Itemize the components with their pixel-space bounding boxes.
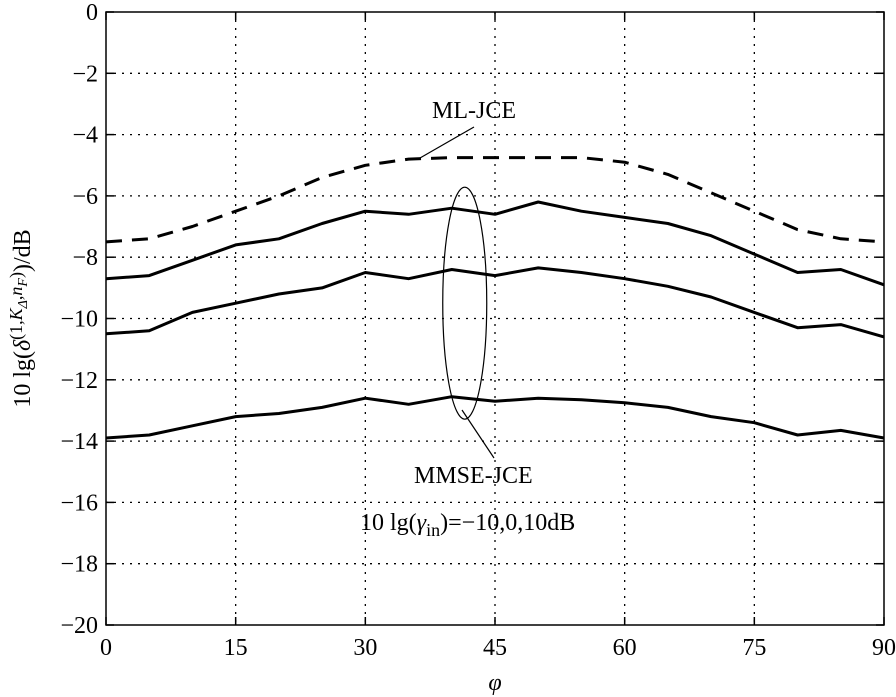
x-tick-label: 30 xyxy=(353,635,377,661)
y-tick-labels: 0 −2 −4 −6 −8 −10 −12 −14 −16 −18 −20 xyxy=(60,0,98,639)
y-tick-label: −14 xyxy=(60,429,98,455)
ml-leader-line xyxy=(419,126,475,159)
snr-label: 10 lg(γin)=−10,0,10dB xyxy=(360,510,575,540)
x-tick-label: 60 xyxy=(613,635,637,661)
x-tick-label: 75 xyxy=(742,635,766,661)
y-tick-label: −18 xyxy=(60,552,98,578)
y-tick-label: −12 xyxy=(60,368,98,394)
grid xyxy=(106,12,884,625)
series-layer xyxy=(105,156,885,440)
y-tick-label: −6 xyxy=(72,184,98,210)
x-tick-label: 45 xyxy=(483,635,507,661)
y-tick-label: −8 xyxy=(72,245,98,271)
mmse-jce-label: MMSE-JCE xyxy=(414,463,533,489)
mmse-leader-line xyxy=(461,409,495,459)
y-tick-label: −20 xyxy=(60,613,98,639)
axis-ticks xyxy=(105,11,885,626)
y-tick-label: −2 xyxy=(72,61,98,87)
y-tick-label: −10 xyxy=(60,307,98,333)
x-tick-label: 0 xyxy=(100,635,112,661)
x-axis-title: φ xyxy=(488,670,501,696)
mmse-jce-series-line-1 xyxy=(105,200,885,287)
mmse-jce-series-line-3 xyxy=(105,395,885,440)
y-axis-title: 10 lg(δ(1,KΔ,nF))/dB xyxy=(6,229,36,407)
y-tick-label: −16 xyxy=(60,490,98,516)
ml-jce-label: ML-JCE xyxy=(432,98,516,124)
mmse-ellipse xyxy=(442,186,488,420)
ml-jce-series-line xyxy=(105,156,885,244)
x-tick-label: 90 xyxy=(872,635,896,661)
x-tick-label: 15 xyxy=(224,635,248,661)
x-tick-labels: 0 15 30 45 60 75 90 xyxy=(100,635,896,661)
y-tick-label: −4 xyxy=(72,123,98,149)
mmse-jce-series-line-2 xyxy=(105,266,885,339)
y-tick-label: 0 xyxy=(86,0,98,26)
annotation-layer: ML-JCE MMSE-JCE 10 lg(γin)=−10,0,10dB xyxy=(360,98,575,540)
